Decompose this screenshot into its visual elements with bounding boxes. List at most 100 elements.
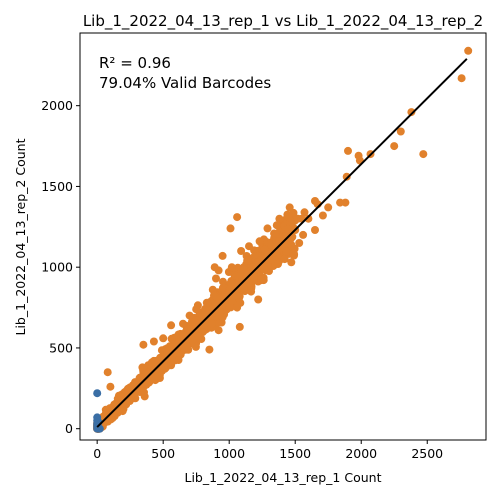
- data-point: [137, 380, 146, 388]
- x-tick-label: 2000: [345, 446, 377, 461]
- y-tick-label: 500: [49, 340, 73, 355]
- x-tick-label: 0: [93, 446, 101, 461]
- data-point: [159, 334, 168, 343]
- data-point: [304, 214, 313, 223]
- data-point: [184, 325, 193, 334]
- data-point: [117, 392, 126, 401]
- data-point: [300, 208, 309, 217]
- data-point: [299, 230, 308, 239]
- data-point: [205, 345, 214, 354]
- data-point: [457, 74, 466, 83]
- data-point: [103, 368, 112, 377]
- data-point: [182, 343, 191, 352]
- chart-title: Lib_1_2022_04_13_rep_1 vs Lib_1_2022_04_…: [83, 12, 483, 31]
- data-point: [284, 225, 292, 234]
- plot-frame: [79, 32, 487, 441]
- y-tick-label: 2000: [41, 98, 73, 113]
- y-tick-label: 0: [65, 421, 73, 436]
- data-point: [226, 224, 235, 233]
- data-point: [344, 146, 352, 155]
- data-point: [219, 277, 227, 286]
- data-point: [272, 221, 281, 230]
- data-point: [106, 382, 115, 391]
- data-point: [464, 46, 473, 55]
- data-point: [210, 263, 219, 272]
- data-point: [226, 303, 235, 312]
- data-point: [255, 237, 264, 246]
- x-tick-label: 500: [151, 446, 175, 461]
- data-point: [218, 313, 227, 322]
- data-point: [249, 272, 258, 281]
- annotation-r2: R² = 0.96: [99, 54, 171, 72]
- x-tick-label: 1500: [279, 446, 311, 461]
- data-point: [263, 224, 272, 233]
- annotation-valid-barcodes: 79.04% Valid Barcodes: [99, 74, 271, 92]
- data-point: [342, 172, 351, 181]
- fit-layer: [96, 58, 468, 428]
- data-point: [174, 356, 183, 364]
- data-point: [264, 250, 273, 259]
- data-point: [188, 317, 196, 326]
- y-ticks: 0 500 1000 1500 2000: [41, 98, 80, 436]
- data-point: [227, 263, 236, 272]
- invalid-data-point: [93, 389, 102, 398]
- data-point: [311, 197, 319, 205]
- data-point: [237, 247, 246, 255]
- data-point: [227, 297, 236, 306]
- invalid-data-point: [93, 424, 102, 433]
- data-point: [214, 326, 223, 335]
- data-point: [139, 340, 148, 349]
- data-point: [390, 142, 399, 151]
- data-point: [179, 319, 187, 328]
- data-point: [274, 260, 282, 268]
- data-point: [280, 255, 289, 264]
- x-axis-label: Lib_1_2022_04_13_rep_1 Count: [185, 470, 382, 485]
- data-point: [419, 150, 428, 159]
- data-point: [152, 375, 161, 383]
- data-point: [284, 213, 293, 222]
- data-point: [185, 311, 194, 320]
- data-point: [149, 356, 158, 365]
- data-point: [226, 284, 235, 293]
- y-axis-label: Lib_1_2022_04_13_rep_2 Count: [13, 138, 28, 335]
- x-tick-label: 1000: [213, 446, 245, 461]
- data-point: [168, 356, 176, 365]
- x-ticks: 0 500 1000 1500 2000 2500: [93, 440, 443, 461]
- data-point: [199, 311, 207, 320]
- data-point: [149, 337, 158, 346]
- fit-line: [96, 58, 468, 428]
- data-point: [212, 274, 220, 283]
- data-point: [138, 363, 147, 372]
- data-point: [208, 319, 216, 328]
- data-point: [188, 335, 197, 344]
- data-point: [245, 242, 253, 251]
- data-point: [324, 203, 333, 212]
- data-point: [140, 392, 149, 401]
- data-point: [230, 271, 239, 280]
- y-tick-label: 1000: [41, 260, 73, 275]
- data-point: [233, 213, 242, 222]
- data-point: [336, 198, 345, 207]
- data-point: [192, 305, 201, 314]
- data-point: [239, 284, 248, 293]
- data-point: [218, 251, 227, 260]
- data-point: [202, 298, 211, 307]
- data-point: [233, 303, 242, 312]
- data-point: [354, 151, 363, 160]
- data-point: [282, 247, 291, 256]
- data-point: [243, 256, 252, 265]
- data-point: [167, 321, 176, 330]
- data-point: [235, 322, 244, 331]
- data-point: [295, 239, 304, 247]
- data-point: [311, 226, 319, 234]
- data-point: [275, 214, 284, 223]
- data-point: [318, 211, 327, 220]
- data-point: [179, 331, 188, 340]
- data-point: [254, 295, 263, 304]
- data-point: [137, 373, 146, 382]
- data-point: [195, 332, 203, 341]
- data-point: [257, 275, 266, 284]
- x-tick-label: 2500: [411, 446, 443, 461]
- data-point: [226, 278, 235, 287]
